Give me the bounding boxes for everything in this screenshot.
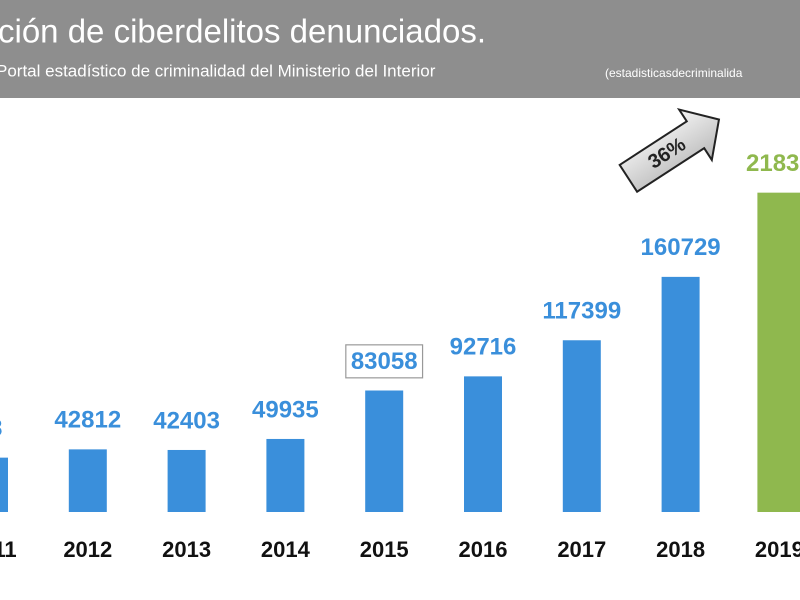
value-label: 83058 [351, 348, 418, 375]
x-tick-label: 2015 [360, 537, 409, 562]
chart-subtitle: Portal estadístico de criminalidad del M… [0, 61, 436, 80]
bar [757, 192, 800, 513]
value-label: 49935 [252, 396, 319, 423]
bar [68, 449, 107, 512]
label-box [345, 344, 424, 379]
x-tick-label: 2018 [656, 537, 705, 562]
bar [464, 376, 502, 512]
value-label: 42812 [54, 407, 121, 434]
x-tick-label: 11 [0, 537, 17, 562]
growth-arrow: 36% [618, 108, 721, 194]
x-tick-label: 2017 [557, 537, 606, 562]
x-tick-label: 2014 [261, 537, 311, 562]
x-tick-label: 2016 [459, 537, 508, 562]
value-label: 160729 [641, 234, 721, 261]
bar [562, 340, 601, 512]
value-label: 58 [0, 415, 2, 442]
value-label: 117399 [542, 298, 621, 325]
value-label: 42403 [153, 407, 220, 434]
x-tick-label: 2013 [162, 537, 211, 562]
value-label: 92716 [450, 334, 517, 361]
x-tick-label: 2012 [63, 537, 112, 562]
source-note: (estadisticasdecriminalida [605, 66, 743, 80]
x-tick-label: 2019 [755, 537, 800, 562]
header-band [0, 0, 800, 98]
bar [167, 449, 206, 512]
bar [0, 457, 8, 512]
value-label: 21830 [746, 150, 800, 177]
arrow-shape [618, 108, 721, 194]
bar [266, 438, 305, 512]
bar [661, 276, 700, 512]
chart-title: ción de ciberdelitos denunciados. [0, 13, 486, 50]
bar [365, 390, 404, 512]
